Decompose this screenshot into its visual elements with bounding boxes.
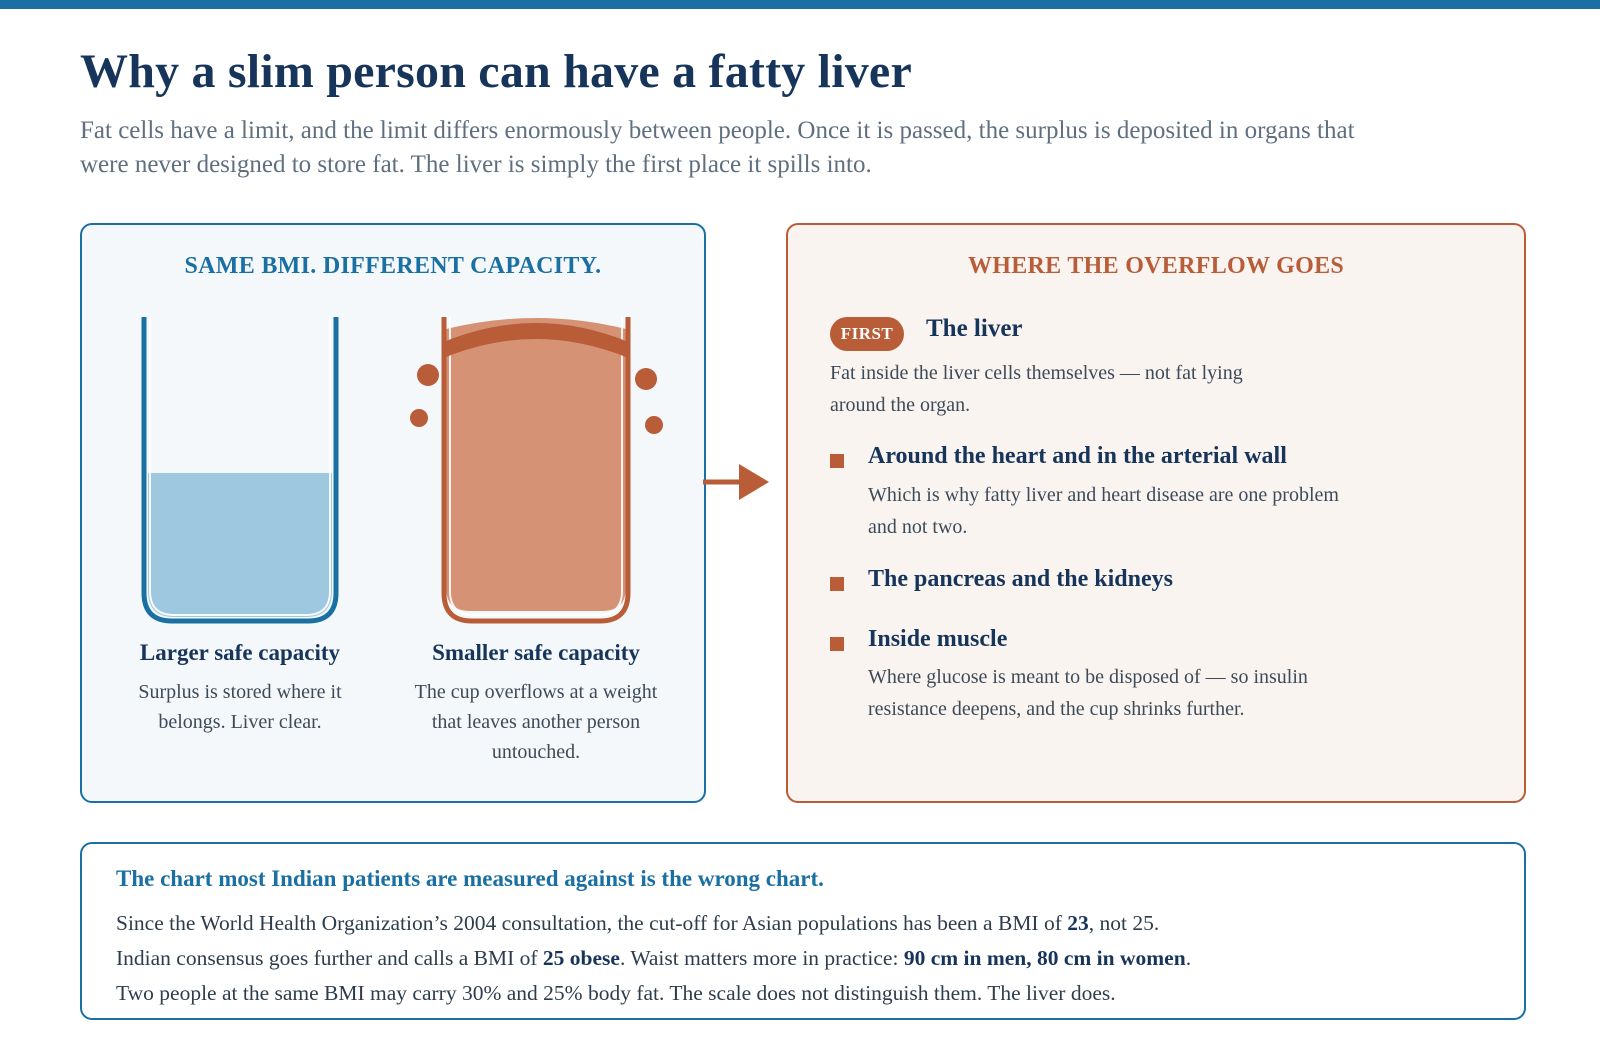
overflowing-cup-icon <box>410 317 663 624</box>
overflow-panel-heading: WHERE THE OVERFLOW GOES <box>967 253 1345 279</box>
overflow-droplet <box>635 368 657 390</box>
large-cup-icon <box>141 317 339 624</box>
overflow-item-pancreas-title: The pancreas and the kidneys <box>868 566 1173 592</box>
cups-illustration <box>141 317 663 624</box>
overflow-item-muscle-title: Inside muscle <box>868 626 1008 652</box>
bmi-note-panel: The chart most Indian patients are measu… <box>80 842 1526 1020</box>
overflow-droplet <box>645 416 663 434</box>
overflow-droplet <box>417 364 439 386</box>
overflow-item-heart-title: Around the heart and in the arterial wal… <box>868 443 1287 469</box>
bmi-note-line-2: Indian consensus goes further and calls … <box>116 946 1192 970</box>
liver-heading: The liver <box>926 315 1023 342</box>
small-cup-outline <box>441 317 631 624</box>
capacity-panel: SAME BMI. DIFFERENT CAPACITY. Larger saf… <box>80 223 706 803</box>
overflow-droplet <box>410 409 428 427</box>
small-cup-description: The cup overflows at a weight that leave… <box>414 681 658 763</box>
first-badge: FIRST <box>830 317 904 351</box>
square-bullet-icon <box>830 454 844 468</box>
large-cup-fill <box>148 473 332 617</box>
large-cup-label: Larger safe capacity <box>139 640 341 665</box>
small-cup-label: Smaller safe capacity <box>432 640 640 665</box>
waist-cutoffs: 90 cm in men, 80 cm in women <box>903 946 1186 970</box>
asian-bmi-cutoff: 23 <box>1067 911 1089 935</box>
bmi-note-heading: The chart most Indian patients are measu… <box>116 866 824 891</box>
overflow-surface <box>446 323 626 357</box>
small-cup-fill <box>446 318 626 611</box>
indian-obese-cutoff: 25 obese <box>542 946 620 970</box>
top-accent-bar <box>0 0 1600 9</box>
square-bullet-icon <box>830 577 844 591</box>
square-bullet-icon <box>830 637 844 651</box>
overflow-item-muscle-description: Where glucose is meant to be disposed of… <box>868 666 1308 720</box>
bmi-note-body: Since the World Health Organization’s 20… <box>116 906 1506 1011</box>
page-subtitle: Fat cells have a limit, and the limit di… <box>80 117 1355 178</box>
page-title: Why a slim person can have a fatty liver <box>80 45 912 98</box>
liver-description: Fat inside the liver cells themselves — … <box>830 362 1243 416</box>
overflow-panel: WHERE THE OVERFLOW GOES FIRST The liver … <box>786 223 1526 803</box>
overflow-item-heart-description: Which is why fatty liver and heart disea… <box>868 484 1339 538</box>
large-cup-description: Surplus is stored where it belongs. Live… <box>138 681 342 733</box>
capacity-panel-heading: SAME BMI. DIFFERENT CAPACITY. <box>184 253 602 279</box>
bmi-note-line-3: Two people at the same BMI may carry 30%… <box>116 981 1116 1005</box>
bmi-note-line-1: Since the World Health Organization’s 20… <box>116 911 1160 935</box>
large-cup-outline <box>141 317 339 624</box>
arrow-right-icon <box>703 464 769 500</box>
